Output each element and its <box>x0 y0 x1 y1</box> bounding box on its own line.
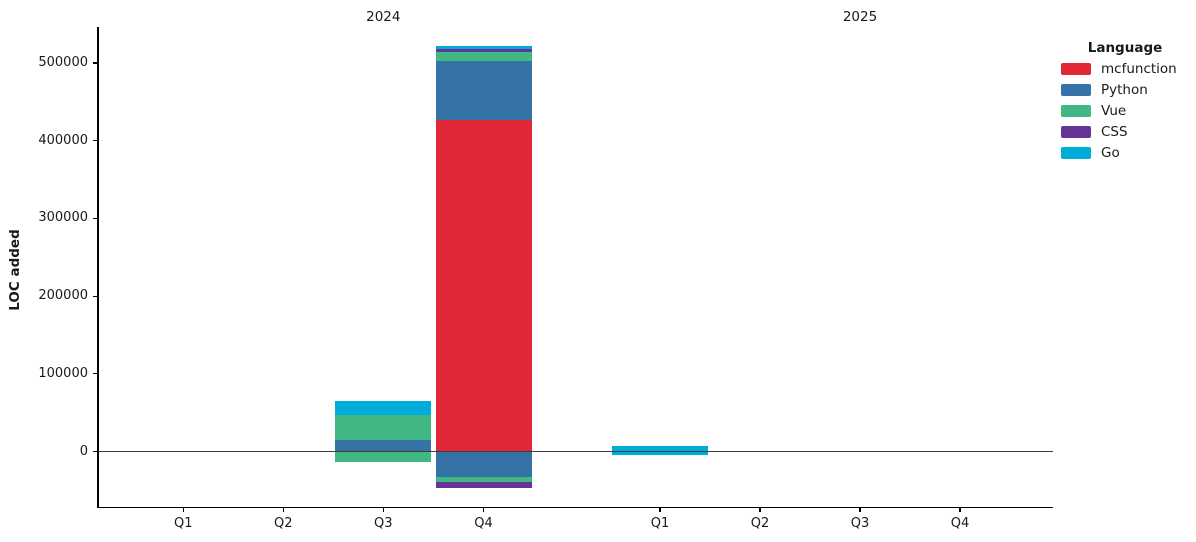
x-tick-label-2025-q4: Q4 <box>950 516 970 531</box>
legend-swatch-vue <box>1061 104 1091 117</box>
legend: Language mcfunction Python Vue CSS Go <box>1061 40 1189 163</box>
y-tick-label: 200000 <box>38 288 88 304</box>
bar-segment-vue <box>335 415 432 440</box>
x-tick-mark <box>959 507 961 512</box>
bar-segment-vue <box>435 52 532 62</box>
x-tick-label-2024-q3: Q3 <box>374 516 393 531</box>
bar-segment-css <box>435 482 532 489</box>
x-tick-mark <box>859 507 861 512</box>
bar-segment-go <box>612 451 708 456</box>
y-tick-mark <box>93 295 98 297</box>
legend-swatch-python <box>1061 83 1091 96</box>
x-tick-mark <box>759 507 761 512</box>
y-tick-label: 300000 <box>38 210 88 226</box>
x-tick-label-2024-q1: Q1 <box>174 516 193 531</box>
legend-entry-python: Python <box>1061 79 1189 100</box>
y-tick-mark <box>93 140 98 142</box>
legend-label: Vue <box>1101 102 1127 119</box>
x-tick-label-2025-q1: Q1 <box>650 516 670 531</box>
group-label-2024: 2024 <box>366 9 401 25</box>
bar-segment-vue <box>435 477 532 483</box>
legend-entry-mcfunction: mcfunction <box>1061 58 1189 79</box>
x-tick-mark <box>382 507 384 512</box>
y-tick-mark <box>93 373 98 375</box>
x-tick-label-2025-q3: Q3 <box>850 516 870 531</box>
x-tick-label-2025-q2: Q2 <box>750 516 770 531</box>
y-tick-label: 100000 <box>38 365 88 381</box>
x-axis-spine <box>97 506 1054 509</box>
legend-title: Language <box>1087 40 1163 56</box>
y-tick-label: 0 <box>79 443 88 459</box>
legend-entry-go: Go <box>1061 142 1189 163</box>
y-tick-label: 500000 <box>38 55 88 70</box>
bar-segment-mcfunction <box>435 119 532 452</box>
legend-swatch-go <box>1061 146 1091 159</box>
legend-label: Python <box>1101 81 1148 98</box>
legend-entries: mcfunction Python Vue CSS Go <box>1061 58 1189 163</box>
x-tick-mark <box>659 507 661 512</box>
y-tick-label: 400000 <box>38 132 88 148</box>
legend-label: Go <box>1101 144 1120 161</box>
x-tick-mark <box>282 507 284 512</box>
zero-line <box>98 450 1053 453</box>
y-tick-mark <box>93 450 98 453</box>
bar-segment-python <box>435 61 532 120</box>
bar-segment-go <box>335 400 432 416</box>
legend-label: CSS <box>1101 123 1128 140</box>
legend-label: mcfunction <box>1101 60 1177 77</box>
bar-segment-python <box>335 439 432 452</box>
x-tick-mark <box>182 507 184 512</box>
legend-swatch-mcfunction <box>1061 62 1091 75</box>
bar-segment-css <box>435 49 532 53</box>
legend-entry-vue: Vue <box>1061 100 1189 121</box>
y-tick-mark <box>93 62 98 64</box>
bar-segment-go <box>612 445 708 452</box>
x-tick-label-2024-q4: Q4 <box>474 516 493 531</box>
legend-swatch-css <box>1061 125 1091 138</box>
bar-segment-python <box>435 451 532 478</box>
legend-entry-css: CSS <box>1061 121 1189 142</box>
y-axis-spine <box>97 27 99 508</box>
bar-segment-go <box>435 45 532 49</box>
bar-segment-vue <box>335 451 432 463</box>
group-label-2025: 2025 <box>842 9 878 25</box>
x-tick-label-2024-q2: Q2 <box>274 516 293 531</box>
y-tick-mark <box>93 217 98 219</box>
x-tick-mark <box>482 507 485 512</box>
